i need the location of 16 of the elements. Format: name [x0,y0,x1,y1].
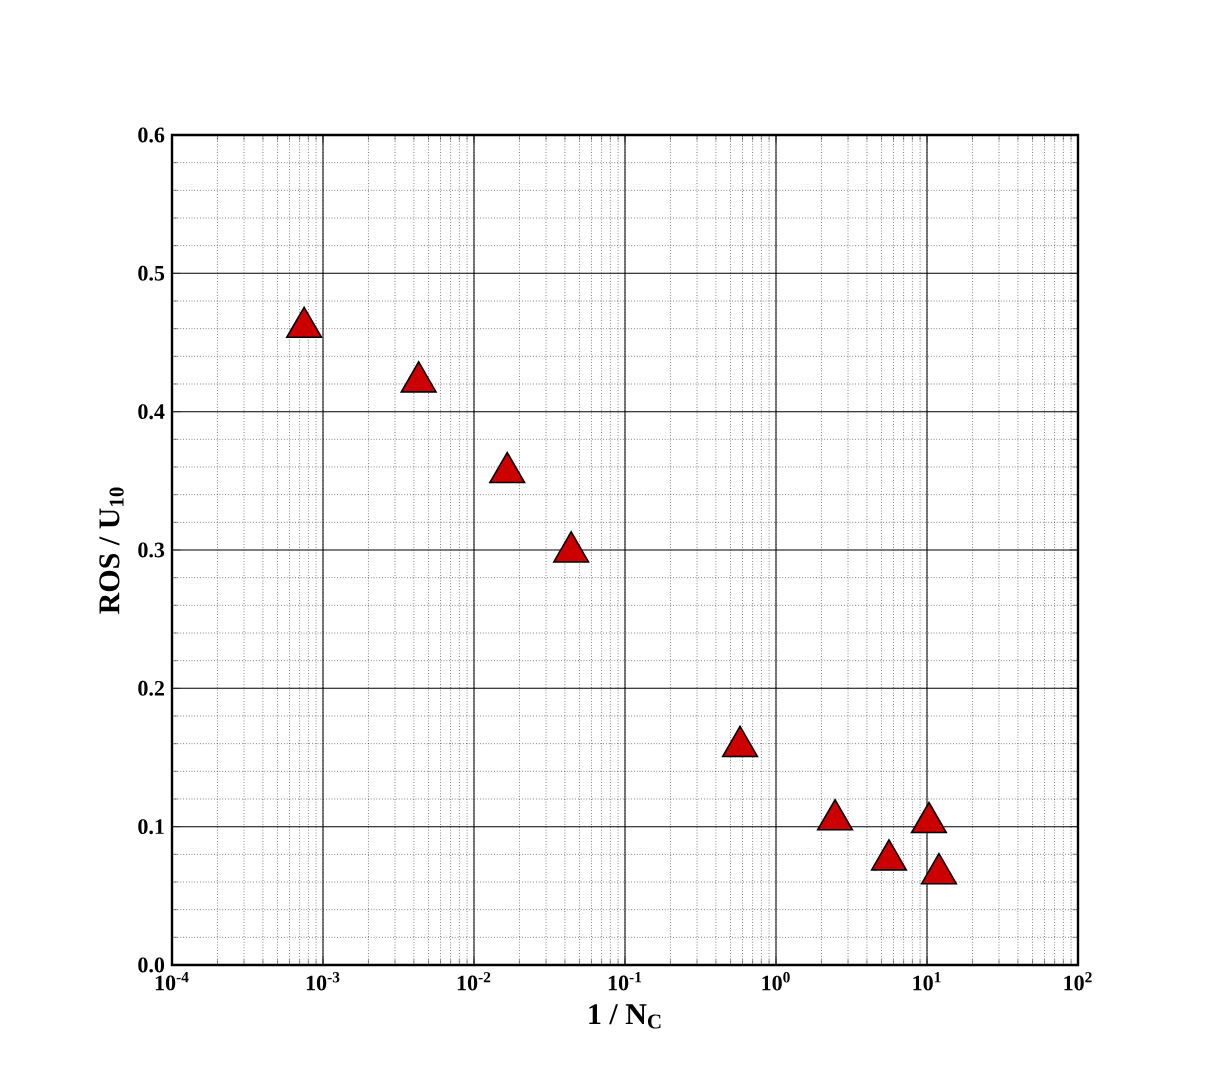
x-tick-label: 10$^{-4}$ [155,972,189,991]
y-tick-label: 0.1 [138,819,164,835]
y-tick-label: 0.0 [138,957,165,973]
x-tick-label: 10$^{1}$ [913,972,941,991]
x-axis-title: 1 / N$_{C}$ [589,1004,661,1029]
x-tick-label: 10$^{2}$ [1064,972,1092,991]
y-tick-label: 0.3 [138,542,165,558]
x-tick-label: 10$^{-2}$ [457,972,491,991]
x-tick-label: 10$^{-1}$ [608,972,642,991]
x-tick-label: 10$^{0}$ [762,972,790,991]
y-tick-label: 0.5 [138,265,165,281]
x-tick-label: 10$^{-3}$ [306,972,340,991]
y-axis-title: ROS / U$_{10}$ [99,487,124,614]
y-tick-label: 0.4 [138,404,165,420]
y-tick-label: 0.2 [138,680,164,696]
y-tick-label: 0.6 [138,127,165,143]
